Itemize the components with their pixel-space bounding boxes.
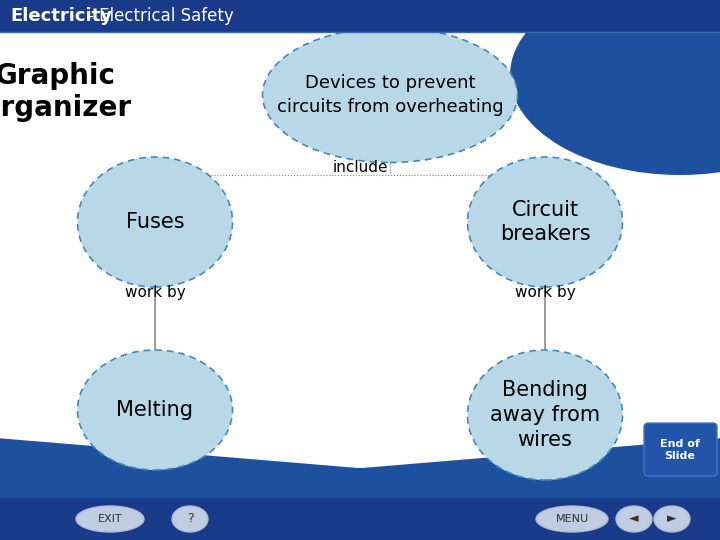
Ellipse shape — [467, 350, 623, 480]
Ellipse shape — [616, 506, 652, 532]
Text: Devices to prevent
circuits from overheating: Devices to prevent circuits from overhea… — [276, 74, 503, 116]
Ellipse shape — [78, 350, 233, 470]
Text: Bending
away from
wires: Bending away from wires — [490, 380, 600, 450]
Text: work by: work by — [125, 285, 185, 300]
Polygon shape — [0, 0, 720, 32]
Polygon shape — [0, 498, 720, 540]
Text: - Electrical Safety: - Electrical Safety — [88, 7, 234, 25]
Text: MENU: MENU — [555, 514, 588, 524]
Ellipse shape — [263, 28, 518, 163]
Polygon shape — [0, 498, 720, 540]
Text: Electricity: Electricity — [10, 7, 112, 25]
Text: include: include — [332, 160, 388, 176]
Polygon shape — [0, 0, 720, 32]
Text: Circuit
breakers: Circuit breakers — [500, 200, 590, 245]
Text: Graphic
Organizer: Graphic Organizer — [0, 62, 132, 122]
Text: Melting: Melting — [117, 400, 194, 420]
Polygon shape — [0, 430, 720, 540]
Ellipse shape — [172, 506, 208, 532]
Text: ◄: ◄ — [629, 512, 639, 525]
Text: EXIT: EXIT — [98, 514, 122, 524]
Ellipse shape — [654, 506, 690, 532]
FancyBboxPatch shape — [644, 423, 717, 476]
Text: ►: ► — [667, 512, 677, 525]
Text: Fuses: Fuses — [126, 212, 184, 232]
Ellipse shape — [536, 506, 608, 532]
Ellipse shape — [467, 157, 623, 287]
Ellipse shape — [76, 506, 144, 532]
Text: ?: ? — [186, 512, 193, 525]
Ellipse shape — [78, 157, 233, 287]
Text: work by: work by — [515, 285, 575, 300]
Polygon shape — [0, 32, 720, 498]
Ellipse shape — [510, 0, 720, 175]
Text: End of
Slide: End of Slide — [660, 439, 700, 461]
